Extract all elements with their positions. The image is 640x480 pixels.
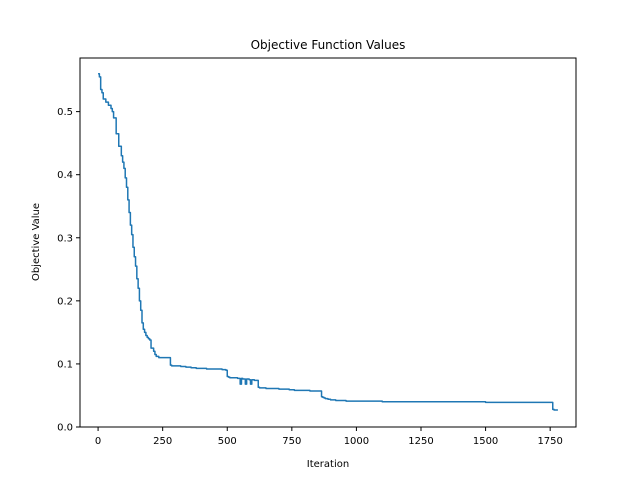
y-tick-label: 0.4 xyxy=(57,170,73,181)
y-tick-label: 0.5 xyxy=(57,107,73,118)
plot-area xyxy=(98,73,558,411)
x-tick-label: 500 xyxy=(218,436,237,447)
x-tick-label: 0 xyxy=(95,436,101,447)
y-tick-label: 0.1 xyxy=(57,359,73,370)
x-axis-title: Iteration xyxy=(307,459,349,470)
y-axis: 0.0 0.1 0.2 0.3 0.4 0.5 xyxy=(57,107,80,434)
x-tick-label: 1000 xyxy=(344,436,369,447)
series-line-0 xyxy=(98,73,558,411)
x-tick-label: 250 xyxy=(153,436,172,447)
y-tick-label: 0.3 xyxy=(57,233,73,244)
x-tick-label: 1500 xyxy=(473,436,498,447)
x-tick-label: 750 xyxy=(282,436,301,447)
chart-title: Objective Function Values xyxy=(251,38,406,52)
x-axis: 0 250 500 750 1000 1250 1500 1750 xyxy=(95,427,563,447)
y-tick-label: 0.2 xyxy=(57,296,73,307)
axes-frame xyxy=(79,57,577,428)
y-tick-label: 0.0 xyxy=(57,423,73,434)
y-axis-title: Objective Value xyxy=(31,203,42,281)
x-tick-label: 1250 xyxy=(408,436,433,447)
x-tick-label: 1750 xyxy=(537,436,562,447)
